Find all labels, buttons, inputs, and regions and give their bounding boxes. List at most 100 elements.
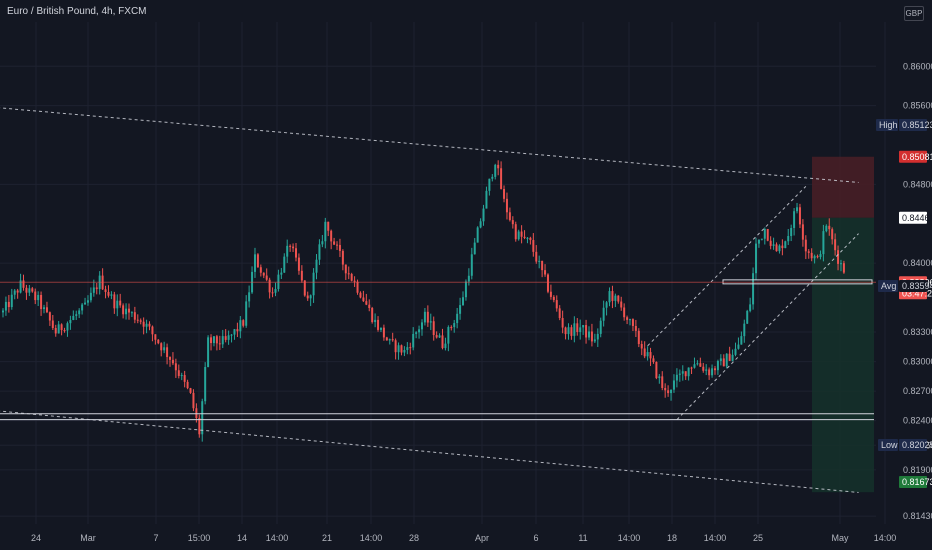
candle-body: [72, 315, 75, 320]
candle-body: [388, 339, 391, 341]
candle-body: [626, 317, 629, 320]
candle-body: [696, 363, 699, 365]
candle-body: [546, 274, 549, 292]
candle: [406, 342, 409, 355]
avg-price-label: 0.83594: [899, 280, 932, 292]
candle: [245, 295, 248, 328]
candle: [447, 325, 450, 352]
candle: [702, 362, 705, 373]
time-tick-label: 21: [322, 533, 332, 543]
candle-body: [842, 263, 845, 273]
candle: [722, 354, 725, 367]
candle: [716, 359, 719, 375]
candle-body: [333, 241, 336, 245]
candle: [763, 227, 766, 245]
stop-price-label-text: 0.85081: [902, 152, 932, 162]
candle: [221, 329, 224, 349]
candle: [517, 229, 520, 241]
candle-body: [163, 347, 166, 351]
candle: [564, 326, 567, 340]
candle-body: [661, 376, 664, 389]
candle: [268, 277, 271, 299]
candle: [681, 365, 684, 381]
candle: [107, 285, 110, 298]
candle: [400, 344, 403, 356]
candle-body: [570, 327, 573, 336]
candle: [687, 367, 690, 381]
candle: [462, 291, 465, 306]
candle-body: [166, 347, 169, 358]
price-tick-label: 0.81430: [903, 511, 932, 521]
candle: [793, 208, 796, 236]
chart-title: Euro / British Pound, 4h, FXCM: [7, 6, 147, 17]
candle-body: [160, 343, 163, 351]
candle: [842, 260, 845, 274]
currency-button[interactable]: GBP: [904, 6, 924, 21]
candle-body: [766, 229, 769, 241]
candle-body: [617, 295, 620, 302]
candle-body: [127, 308, 130, 313]
candle-body: [804, 239, 807, 252]
candle: [555, 295, 558, 312]
candle: [397, 342, 400, 360]
candle-body: [529, 237, 532, 241]
rising-channel-bottom-trendline: [676, 233, 859, 421]
candle: [476, 226, 479, 243]
time-tick-label: 14:00: [266, 533, 289, 543]
candle-body: [40, 294, 43, 310]
candle: [708, 367, 711, 380]
candle: [253, 247, 256, 278]
candle-body: [303, 280, 306, 296]
candle: [839, 259, 842, 272]
candle-body: [810, 252, 813, 259]
candle: [130, 311, 133, 317]
candle: [731, 349, 734, 362]
candle-body: [221, 336, 224, 345]
high-caption: High: [876, 119, 898, 131]
candle-body: [215, 336, 218, 344]
candle-body: [312, 272, 315, 296]
candle-body: [629, 319, 632, 321]
candle: [183, 370, 186, 388]
candle-body: [130, 312, 133, 314]
candle-body: [154, 334, 157, 340]
candle-body: [338, 245, 341, 251]
candle: [119, 293, 122, 308]
candle-body: [549, 291, 552, 297]
candle-body: [813, 256, 816, 259]
candle-body: [145, 323, 148, 327]
candle-body: [614, 295, 617, 301]
candle: [45, 301, 48, 314]
target-price-label-bg: [899, 476, 927, 488]
candle: [479, 218, 482, 229]
low-caption-text: Low: [881, 440, 898, 450]
candle: [133, 306, 136, 324]
candle: [690, 366, 693, 375]
candle-body: [377, 319, 380, 330]
candle: [649, 347, 652, 366]
candle: [511, 216, 514, 229]
candle-body: [365, 301, 368, 305]
candle-body: [684, 371, 687, 377]
candle-body: [283, 256, 286, 273]
candle-body: [92, 287, 95, 293]
candle: [611, 285, 614, 309]
candle: [743, 319, 746, 343]
candle-body: [230, 334, 233, 336]
candle: [582, 324, 585, 335]
candle-body: [538, 260, 541, 262]
avg-price-label-text: 0.83594: [902, 281, 932, 291]
candle-body: [716, 360, 719, 371]
candle: [154, 334, 157, 345]
candle: [57, 320, 60, 334]
candle-body: [262, 272, 265, 276]
candle: [2, 308, 4, 318]
candle-body: [418, 329, 421, 333]
candle: [174, 358, 177, 378]
candle: [148, 321, 151, 331]
candle: [546, 273, 549, 294]
low-caption: Low: [878, 439, 898, 451]
